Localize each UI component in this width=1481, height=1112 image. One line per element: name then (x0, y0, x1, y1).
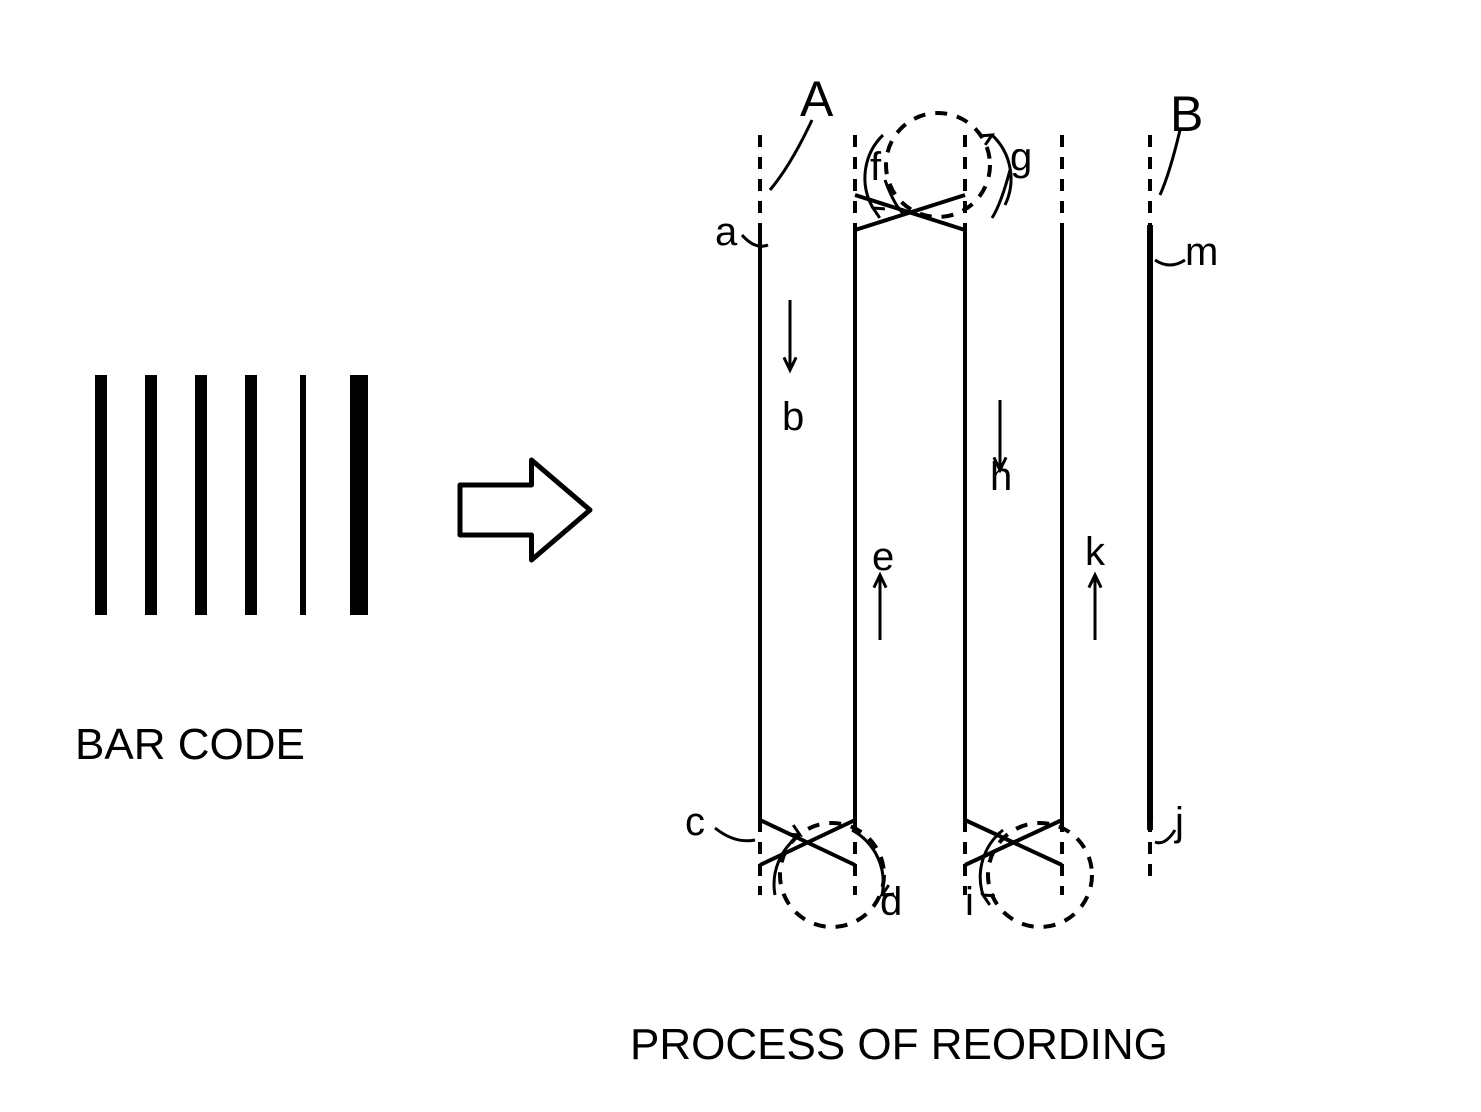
callout-A: A (800, 70, 833, 128)
leader-m (1155, 260, 1185, 265)
callout-h: h (990, 455, 1012, 500)
callout-g: g (1010, 135, 1032, 180)
callout-j: j (1175, 800, 1184, 845)
diagram-canvas: BAR CODE PROCESS OF REORDING ABambehkfgc… (0, 0, 1481, 1112)
callout-a: a (715, 210, 737, 255)
leader-a (742, 235, 768, 246)
callout-d: d (880, 880, 902, 925)
leader-c (715, 828, 755, 841)
c-curl (774, 835, 800, 895)
roller-circle (886, 113, 990, 217)
callout-b: b (782, 395, 804, 440)
callout-i: i (965, 880, 974, 925)
callout-B: B (1170, 85, 1203, 143)
leader-A (770, 120, 812, 190)
callout-k: k (1085, 530, 1105, 575)
callout-e: e (872, 535, 894, 580)
leader-j (1155, 830, 1175, 843)
process-caption: PROCESS OF REORDING (630, 1020, 1168, 1070)
callout-m: m (1185, 230, 1218, 275)
d-curl (852, 830, 883, 895)
callout-c: c (685, 800, 705, 845)
callout-f: f (870, 145, 881, 190)
leader-g (992, 170, 1010, 218)
roller-circle (988, 823, 1092, 927)
process-svg (0, 0, 1481, 1112)
